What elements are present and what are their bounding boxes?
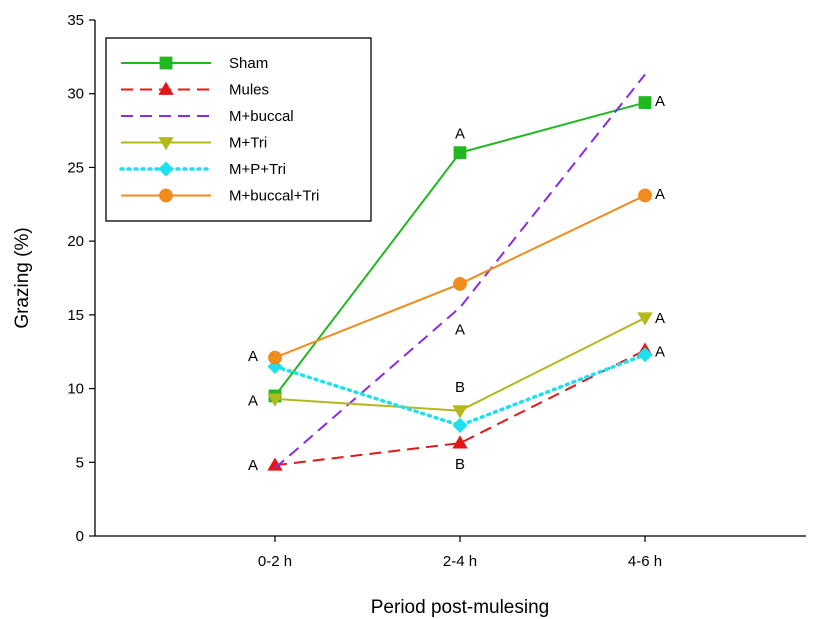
series-line-m-p-tri	[273, 352, 647, 428]
data-point-mules	[452, 435, 468, 449]
legend: Sham Mules M+buccal M+Tri M+P+Tri M+buccal+Tr…	[105, 37, 372, 222]
significance-label: A	[248, 392, 258, 409]
y-tick-label: 25	[67, 159, 84, 176]
legend-marker-m-p-tri	[158, 161, 174, 177]
plot-frame	[94, 20, 806, 537]
data-point-m-tri	[452, 405, 468, 419]
legend-label-m-buccal-tri: M+buccal+Tri	[229, 188, 319, 205]
data-point-sham	[453, 146, 467, 160]
data-point-m-buccal-tri	[453, 276, 467, 291]
data-point-m-tri	[267, 393, 283, 407]
data-point-m-p-tri	[637, 347, 653, 363]
y-tick-label: 0	[76, 528, 84, 545]
x-axis-label: Period post-mulesing	[371, 597, 549, 618]
significance-label: A	[248, 457, 258, 474]
series-m-buccal	[274, 73, 646, 469]
y-tick-label: 15	[67, 307, 84, 324]
significance-label: A	[655, 310, 665, 327]
legend-label-sham: Sham	[229, 55, 268, 72]
series-line-m-buccal	[274, 73, 646, 469]
legend-label-m-p-tri: M+P+Tri	[229, 161, 286, 178]
data-point-sham	[638, 96, 652, 109]
data-point-m-tri	[637, 312, 653, 326]
significance-label: A	[655, 344, 665, 361]
y-ticks: 0 5 10 15 20 25 30 35	[67, 12, 95, 545]
significance-label: B	[455, 456, 465, 473]
x-ticks: 0-2 h 2-4 h 4-6 h	[258, 536, 662, 570]
legend-marker-m-buccal-tri	[159, 188, 173, 203]
legend-marker-sham	[159, 56, 173, 70]
x-tick-label: 4-6 h	[628, 553, 662, 570]
legend-label-mules: Mules	[229, 82, 269, 99]
legend-label-m-buccal: M+buccal	[229, 108, 294, 125]
series-sham	[268, 96, 652, 403]
data-point-m-buccal-tri	[268, 350, 282, 365]
y-tick-label: 5	[76, 454, 84, 471]
legend-label-m-tri: M+Tri	[229, 135, 267, 152]
significance-label: A	[655, 186, 665, 203]
y-tick-label: 20	[67, 233, 84, 250]
legend-marker-m-tri	[158, 137, 174, 151]
series-m-buccal-tri	[268, 188, 652, 365]
significance-label: A	[655, 93, 665, 110]
significance-label: A	[455, 322, 465, 339]
y-tick-label: 10	[67, 381, 84, 398]
y-tick-label: 35	[67, 12, 84, 29]
y-axis-label: Grazing (%)	[12, 227, 33, 328]
significance-label: A	[248, 348, 258, 365]
data-point-m-p-tri	[452, 417, 468, 433]
significance-label: A	[455, 126, 465, 143]
legend-marker-mules	[158, 81, 174, 95]
data-point-m-buccal-tri	[638, 188, 652, 203]
significance-label: B	[455, 379, 465, 396]
legend-box	[105, 37, 372, 222]
x-tick-label: 0-2 h	[258, 553, 292, 570]
x-tick-label: 2-4 h	[443, 553, 477, 570]
series-m-tri	[267, 312, 653, 419]
y-tick-label: 30	[67, 86, 84, 103]
series-layer	[267, 73, 653, 471]
series-line-mules	[274, 349, 646, 467]
